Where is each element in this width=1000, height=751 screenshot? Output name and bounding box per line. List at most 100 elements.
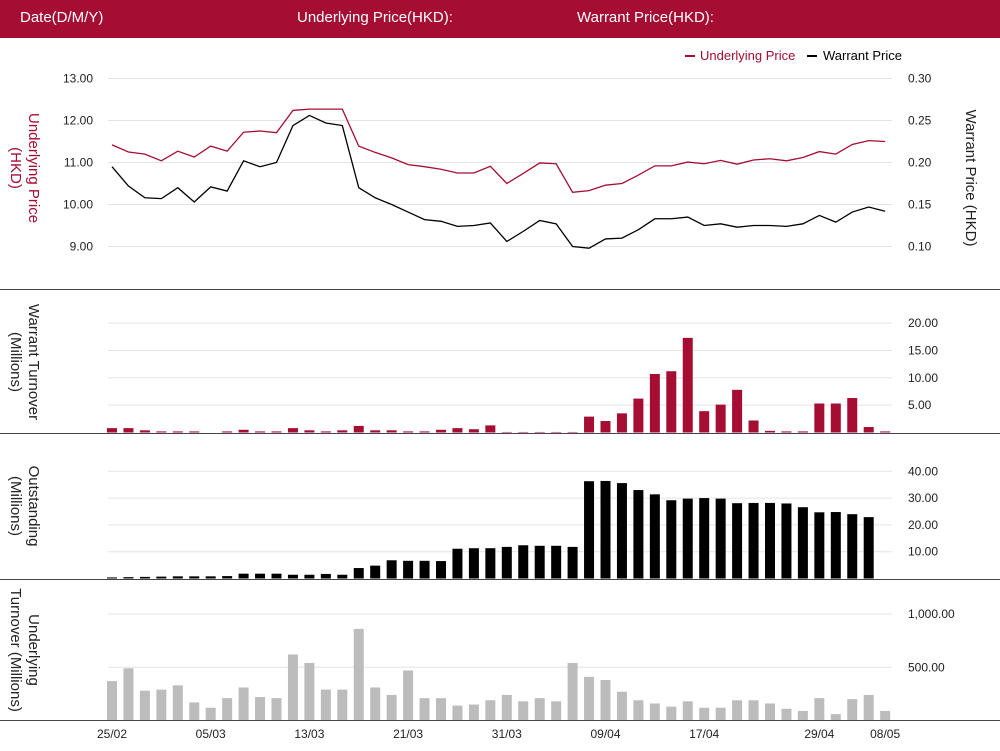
underlying-turnover-bar <box>567 662 578 721</box>
right-tick-label: 0.10 <box>908 240 932 254</box>
outstanding-bar <box>584 481 595 579</box>
header-bar: Date(D/M/Y) Underlying Price(HKD): Warra… <box>0 0 1000 38</box>
warrant-turnover-bar <box>847 398 858 433</box>
underlying-turnover-bar <box>386 694 397 721</box>
outstanding-bar <box>863 517 874 579</box>
outstanding-bar <box>830 512 841 579</box>
outstanding-bar <box>386 560 397 579</box>
outstanding-bar <box>699 498 710 579</box>
left-tick-label: 12.00 <box>63 114 93 128</box>
warrant-turnover-bar <box>238 429 249 433</box>
underlying-turnover-bar <box>255 697 266 721</box>
warrant-turnover-bar <box>666 371 677 433</box>
x-tick-label: 29/04 <box>804 727 834 741</box>
outstanding-bar <box>781 503 792 579</box>
outstanding-bar <box>649 494 660 579</box>
warrant-turnover-bar <box>370 430 381 433</box>
outstanding-bar <box>633 490 644 579</box>
warrant-turnover-tick-label: 20.00 <box>908 316 938 330</box>
outstanding-bar <box>255 573 266 579</box>
warrant-turnover-bar <box>551 431 562 433</box>
warrant-turnover-bar <box>468 429 479 433</box>
warrant-turnover-bar <box>814 403 825 433</box>
outstanding-bar <box>485 548 496 579</box>
underlying-turnover-bar <box>468 704 479 721</box>
warrant-turnover-bar <box>567 431 578 433</box>
warrant-turnover-bar <box>830 403 841 433</box>
underlying-turnover-bar <box>830 714 841 721</box>
warrant-turnover-bar <box>419 431 430 433</box>
underlying-turnover-bar <box>205 707 216 721</box>
warrant-turnover-bar <box>271 431 282 433</box>
warrant-turnover-bar <box>765 430 775 433</box>
outstanding-bar <box>732 503 743 579</box>
left-tick-label: 10.00 <box>63 198 93 212</box>
right-tick-label: 0.15 <box>908 198 932 212</box>
outstanding-bar <box>748 502 759 579</box>
warrant-turnover-bar <box>320 431 331 433</box>
outstanding-bar <box>765 502 775 579</box>
warrant-turnover-bar <box>287 428 298 433</box>
warrant-turnover-bar <box>123 428 134 433</box>
x-tick-label: 25/02 <box>97 727 127 741</box>
warrant-turnover-bar <box>715 404 726 433</box>
outstanding-tick-label: 30.00 <box>908 491 938 505</box>
x-tick-label: 05/03 <box>196 727 226 741</box>
warrant-turnover-bar <box>682 337 693 433</box>
warrant-turnover-bar <box>501 431 512 433</box>
outstanding-tick-label: 40.00 <box>908 464 938 478</box>
outstanding-bar <box>682 498 693 579</box>
warrant-turnover-axis-title: Warrant Turnover(Millions) <box>7 304 42 420</box>
warrant-turnover-bar <box>403 431 414 433</box>
outstanding-bar <box>287 574 298 579</box>
legend-underlying-label: Underlying Price <box>700 48 795 63</box>
outstanding-tick-label: 10.00 <box>908 545 938 559</box>
legend-warrant-label: Warrant Price <box>823 48 902 63</box>
warrant-turnover-bar <box>304 430 315 433</box>
x-tick-label: 21/03 <box>393 727 423 741</box>
underlying-price-line <box>111 108 886 194</box>
outstanding-bar <box>107 577 117 579</box>
underlying-turnover-bar <box>436 698 446 721</box>
outstanding-bar <box>222 576 233 579</box>
right-tick-label: 0.20 <box>908 156 932 170</box>
outstanding-bar <box>534 545 545 579</box>
outstanding-bar <box>518 545 529 579</box>
warrant-turnover-bar <box>534 431 545 433</box>
outstanding-bar <box>205 576 216 579</box>
warrant-turnover-bar <box>436 429 446 433</box>
underlying-turnover-bar <box>107 681 117 721</box>
x-tick-label: 09/04 <box>590 727 620 741</box>
outstanding-tick-label: 20.00 <box>908 518 938 532</box>
warrant-turnover-bar <box>633 398 644 433</box>
underlying-turnover-bar <box>189 702 200 721</box>
warrant-turnover-bar <box>863 427 874 433</box>
underlying-turnover-bar <box>600 680 611 721</box>
underlying-turnover-bar <box>287 654 298 721</box>
outstanding-bar <box>847 514 858 579</box>
warrant-turnover-bar <box>172 431 183 433</box>
underlying-turnover-bar <box>732 700 743 721</box>
outstanding-bar <box>567 546 578 579</box>
warrant-turnover-bar <box>139 430 150 433</box>
underlying-turnover-tick-label: 500.00 <box>908 660 945 674</box>
underlying-turnover-bar <box>501 694 512 721</box>
outstanding-bar <box>551 545 562 579</box>
x-tick-label: 17/04 <box>689 727 719 741</box>
x-tick-label: 31/03 <box>492 727 522 741</box>
warrant-price-line <box>111 114 886 249</box>
underlying-turnover-bar <box>271 698 282 721</box>
warrant-turnover-bar <box>485 425 496 433</box>
underlying-turnover-axis-title: UnderlyingTurnover (Millions) <box>7 588 42 712</box>
outstanding-bar <box>304 574 315 579</box>
outstanding-bar <box>600 480 611 579</box>
underlying-turnover-bar <box>370 687 381 721</box>
warrant-price-label: Warrant Price(HKD): <box>577 9 714 26</box>
outstanding-bar <box>271 573 282 579</box>
outstanding-bar <box>123 577 134 579</box>
left-tick-label: 9.00 <box>70 240 94 254</box>
underlying-turnover-bar <box>748 700 759 721</box>
underlying-turnover-bar <box>353 628 364 721</box>
outstanding-bar <box>452 548 463 579</box>
date-label: Date(D/M/Y) <box>20 9 104 26</box>
